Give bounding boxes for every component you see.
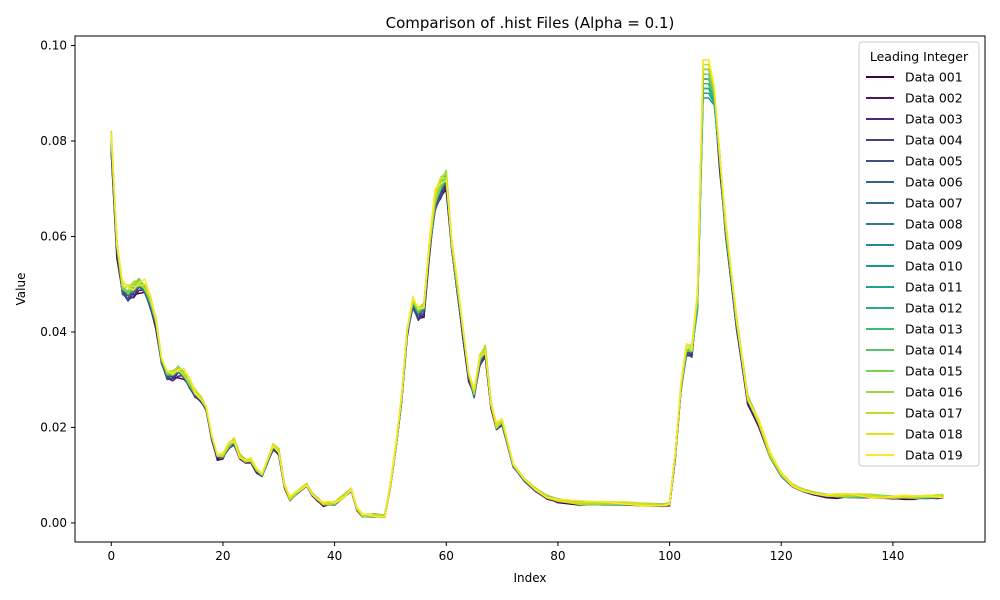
x-tick-label: 0 xyxy=(107,549,115,563)
legend-label: Data 001 xyxy=(905,70,963,85)
legend-label: Data 012 xyxy=(905,301,963,316)
series-line xyxy=(110,92,944,517)
legend-label: Data 007 xyxy=(905,196,963,211)
legend-label: Data 005 xyxy=(905,154,963,169)
x-tick-label: 140 xyxy=(881,549,904,563)
y-tick-label: 0.00 xyxy=(40,516,67,530)
legend-label: Data 016 xyxy=(905,385,963,400)
legend-label: Data 006 xyxy=(905,175,963,190)
x-tick-label: 100 xyxy=(658,549,681,563)
x-tick-label: 80 xyxy=(550,549,565,563)
legend-label: Data 011 xyxy=(905,280,963,295)
legend-label: Data 019 xyxy=(905,448,963,463)
legend-label: Data 003 xyxy=(905,112,963,127)
legend-label: Data 013 xyxy=(905,322,963,337)
y-tick-label: 0.08 xyxy=(40,134,67,148)
legend-box xyxy=(858,41,980,467)
legend-label: Data 015 xyxy=(905,364,963,379)
y-tick-label: 0.10 xyxy=(40,39,67,53)
x-tick-label: 40 xyxy=(327,549,342,563)
x-tick-label: 60 xyxy=(439,549,454,563)
x-tick-label: 120 xyxy=(770,549,793,563)
series-line xyxy=(110,87,944,517)
legend-label: Data 009 xyxy=(905,238,963,253)
y-tick-label: 0.04 xyxy=(40,325,67,339)
x-tick-label: 20 xyxy=(215,549,230,563)
y-axis-label: Value xyxy=(14,273,28,306)
y-tick-label: 0.02 xyxy=(40,420,67,434)
series-line xyxy=(110,82,944,518)
series-layer xyxy=(110,59,944,518)
legend-label: Data 002 xyxy=(905,91,963,106)
legend-label: Data 010 xyxy=(905,259,963,274)
chart-title: Comparison of .hist Files (Alpha = 0.1) xyxy=(386,14,675,32)
legend-title: Leading Integer xyxy=(870,49,969,64)
legend-label: Data 014 xyxy=(905,343,963,358)
legend: Leading Integer Data 001 Data 002 Data 003… xyxy=(858,41,980,467)
series-line xyxy=(110,97,944,517)
legend-label: Data 008 xyxy=(905,217,963,232)
legend-label: Data 017 xyxy=(905,406,963,421)
plot-area xyxy=(74,35,986,543)
y-tick-label: 0.06 xyxy=(40,229,67,243)
x-axis: 0 20 40 60 80 100 120 140 xyxy=(107,542,904,563)
legend-label: Data 004 xyxy=(905,133,963,148)
x-axis-label: Index xyxy=(513,571,546,585)
series-line xyxy=(110,92,944,517)
series-line xyxy=(110,68,944,518)
series-line xyxy=(110,87,944,517)
y-axis: 0.00 0.02 0.04 0.06 0.08 0.10 xyxy=(40,39,75,530)
legend-label: Data 018 xyxy=(905,427,963,442)
legend-items: Data 001 Data 002 Data 003 Data 004 Data 005… xyxy=(866,70,963,463)
series-line xyxy=(110,59,944,518)
